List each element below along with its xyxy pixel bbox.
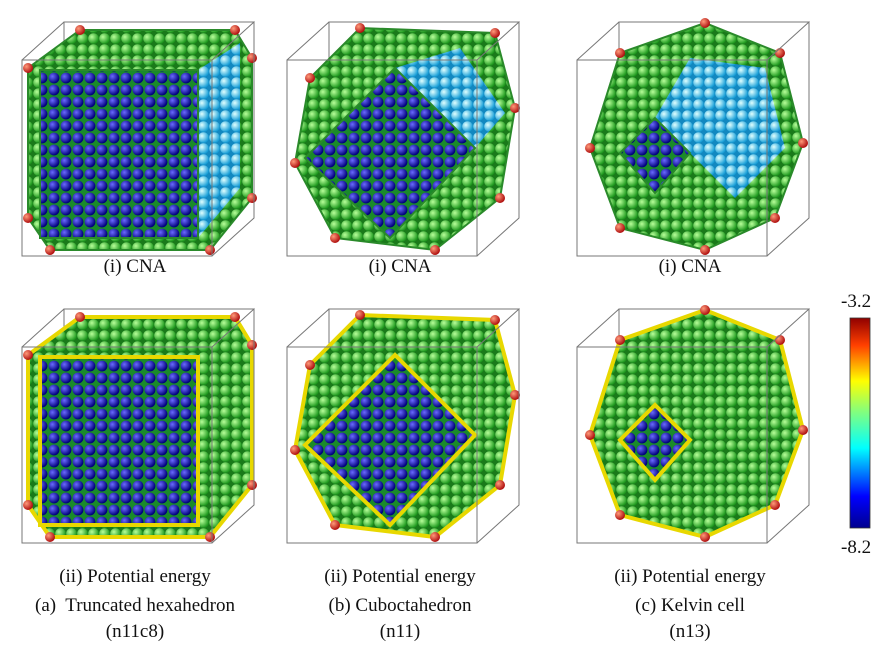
corner-atom (290, 445, 300, 455)
corner-atom (495, 480, 505, 490)
corner-atom (700, 305, 710, 315)
box-edge (577, 309, 619, 347)
corner-atom (355, 23, 365, 33)
corner-atom (770, 213, 780, 223)
corner-atom (430, 245, 440, 255)
corner-atom (700, 245, 710, 255)
corner-atom (798, 138, 808, 148)
corner-atom (75, 25, 85, 35)
box-edge (287, 22, 329, 60)
caption: (n11c8) (0, 621, 270, 643)
corner-atom (23, 213, 33, 223)
colorbar (850, 318, 870, 528)
caption: (n11) (265, 621, 535, 643)
corner-atom (798, 425, 808, 435)
caption: (n13) (555, 621, 825, 643)
cluster (287, 309, 520, 543)
corner-atom (495, 193, 505, 203)
caption: (ii) Potential energy (265, 566, 535, 588)
caption: (a) Truncated hexahedron (0, 595, 270, 617)
corner-atom (45, 245, 55, 255)
corner-atom (247, 53, 257, 63)
corner-atom (490, 28, 500, 38)
caption: (ii) Potential energy (0, 566, 270, 588)
front-face (40, 357, 198, 525)
corner-atom (247, 480, 257, 490)
corner-atom (700, 532, 710, 542)
corner-atom (615, 48, 625, 58)
corner-atom (330, 233, 340, 243)
cluster (577, 305, 809, 543)
figure-graphics (0, 0, 882, 646)
colorbar-max: -3.2 (841, 291, 871, 313)
corner-atom (205, 532, 215, 542)
cluster (22, 22, 257, 256)
caption: (c) Kelvin cell (555, 595, 825, 617)
caption: (ii) Potential energy (555, 566, 825, 588)
corner-atom (430, 532, 440, 542)
corner-atom (700, 18, 710, 28)
cluster (22, 309, 257, 543)
box-edge (287, 309, 329, 347)
corner-atom (585, 430, 595, 440)
caption: (i) CNA (0, 256, 270, 278)
corner-atom (230, 312, 240, 322)
figure: -3.2 -8.2 (i) CNA (ii) Potential energy (a… (0, 0, 882, 646)
corner-atom (355, 310, 365, 320)
corner-atom (23, 500, 33, 510)
corner-atom (770, 500, 780, 510)
caption: (i) CNA (555, 256, 825, 278)
box-edge (577, 22, 619, 60)
corner-atom (75, 312, 85, 322)
colorbar-min: -8.2 (841, 537, 871, 559)
cluster (577, 18, 809, 256)
corner-atom (305, 360, 315, 370)
corner-atom (45, 532, 55, 542)
corner-atom (290, 158, 300, 168)
corner-atom (247, 193, 257, 203)
corner-atom (247, 340, 257, 350)
cluster (287, 22, 520, 256)
caption: (b) Cuboctahedron (265, 595, 535, 617)
corner-atom (775, 48, 785, 58)
corner-atom (775, 335, 785, 345)
corner-atom (23, 350, 33, 360)
corner-atom (23, 63, 33, 73)
corner-atom (205, 245, 215, 255)
corner-atom (615, 223, 625, 233)
corner-atom (230, 25, 240, 35)
corner-atom (490, 315, 500, 325)
corner-atom (615, 510, 625, 520)
corner-atom (585, 143, 595, 153)
corner-atom (305, 73, 315, 83)
caption: (i) CNA (265, 256, 535, 278)
front-face (40, 70, 198, 238)
corner-atom (615, 335, 625, 345)
corner-atom (330, 520, 340, 530)
